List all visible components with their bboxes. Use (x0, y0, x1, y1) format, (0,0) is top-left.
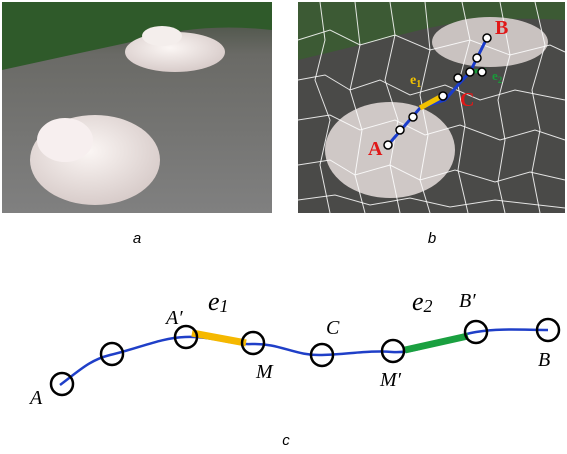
path-diagram: A A′ e1 M C e2 M′ B′ B (28, 287, 559, 409)
label: M′ (379, 369, 402, 391)
label: A (368, 138, 383, 160)
segment-e2 (405, 336, 468, 350)
caption: c (282, 432, 290, 449)
label: A (28, 387, 43, 409)
label-base: e (208, 287, 220, 316)
segment-e1 (192, 333, 246, 343)
caption: b (428, 230, 436, 247)
photo-b: A B C e1 e2 (298, 2, 565, 213)
label: C (326, 317, 340, 339)
label-sub: 1 (416, 79, 421, 90)
page: {"panels": { "a": {"caption": "a"}, "b":… (0, 0, 567, 454)
label: B′ (459, 290, 476, 312)
figure: a A B C e1 e2 (0, 0, 567, 454)
label: B (495, 17, 508, 39)
caption: a (133, 230, 141, 247)
label: e2 (412, 287, 433, 316)
photo-a (2, 2, 272, 213)
label: M (255, 361, 274, 383)
label-sub: 1 (220, 296, 229, 316)
label: e1 (208, 287, 229, 316)
label-base: e (412, 287, 424, 316)
label: B (538, 349, 550, 371)
label: C (460, 89, 474, 111)
label-sub: 2 (498, 75, 503, 85)
label: A′ (164, 307, 183, 329)
label-sub: 2 (424, 296, 433, 316)
